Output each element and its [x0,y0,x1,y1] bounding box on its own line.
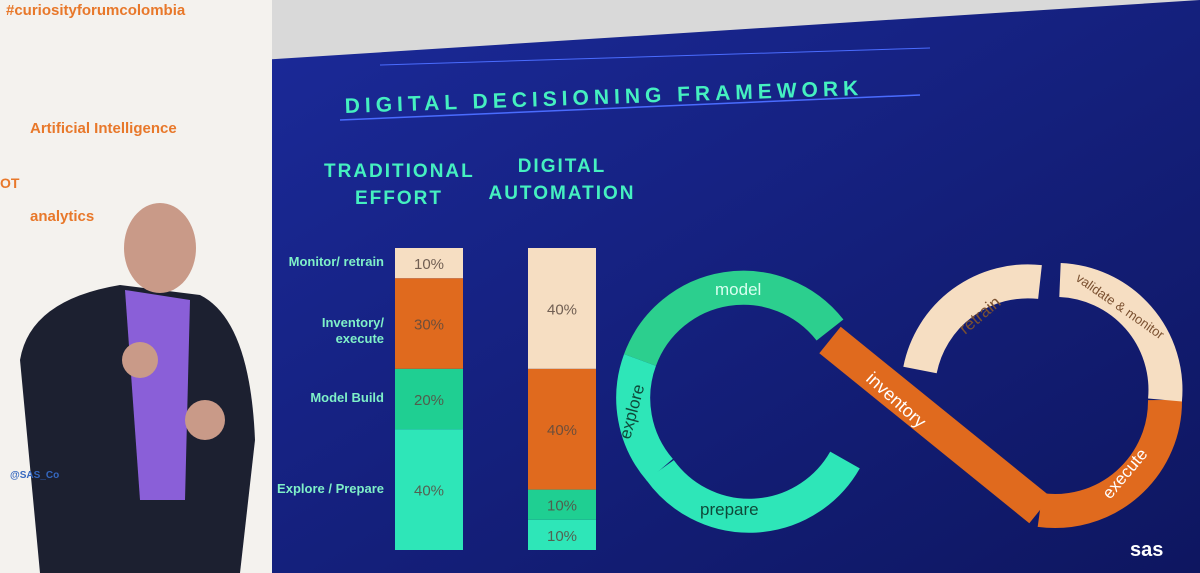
hashtag: #curiosityforumcolombia [6,2,186,19]
series-label: Monitor/ retrain [288,254,384,270]
series-label: Inventory/ execute [321,314,384,346]
series-label: Explore / Prepare [277,480,384,496]
column-header: DIGITAL AUTOMATION [488,156,636,204]
title-rule [379,47,931,66]
topic: OT [0,175,20,191]
bar-segment [528,519,596,550]
handle: @SAS_Co [10,470,60,481]
value-label: 10% [414,256,444,273]
value-label: 10% [547,528,577,545]
loop-label: prepare [700,500,759,519]
column-header: TRADITIONAL EFFORT [324,161,475,209]
bar-segment [528,489,596,520]
bar-segment [528,368,596,490]
logo: sas [1130,539,1163,561]
bar-segment [395,278,463,369]
topic: analytics [30,208,95,225]
bar-segment [528,248,596,369]
topic: Artificial Intelligence [30,120,177,137]
bar-segment [395,429,463,550]
value-label: 40% [547,422,577,439]
bar-segment [395,248,463,279]
presenter [20,203,255,573]
series-label: Model Build [310,390,384,405]
value-label: 40% [414,483,444,500]
value-label: 10% [547,498,577,515]
value-label: 30% [414,317,444,334]
title-rule [339,94,921,121]
value-label: 40% [547,301,577,318]
value-label: 20% [414,392,444,409]
loop-label: model [715,280,761,299]
bar-segment [395,368,463,430]
loop [616,263,1183,533]
